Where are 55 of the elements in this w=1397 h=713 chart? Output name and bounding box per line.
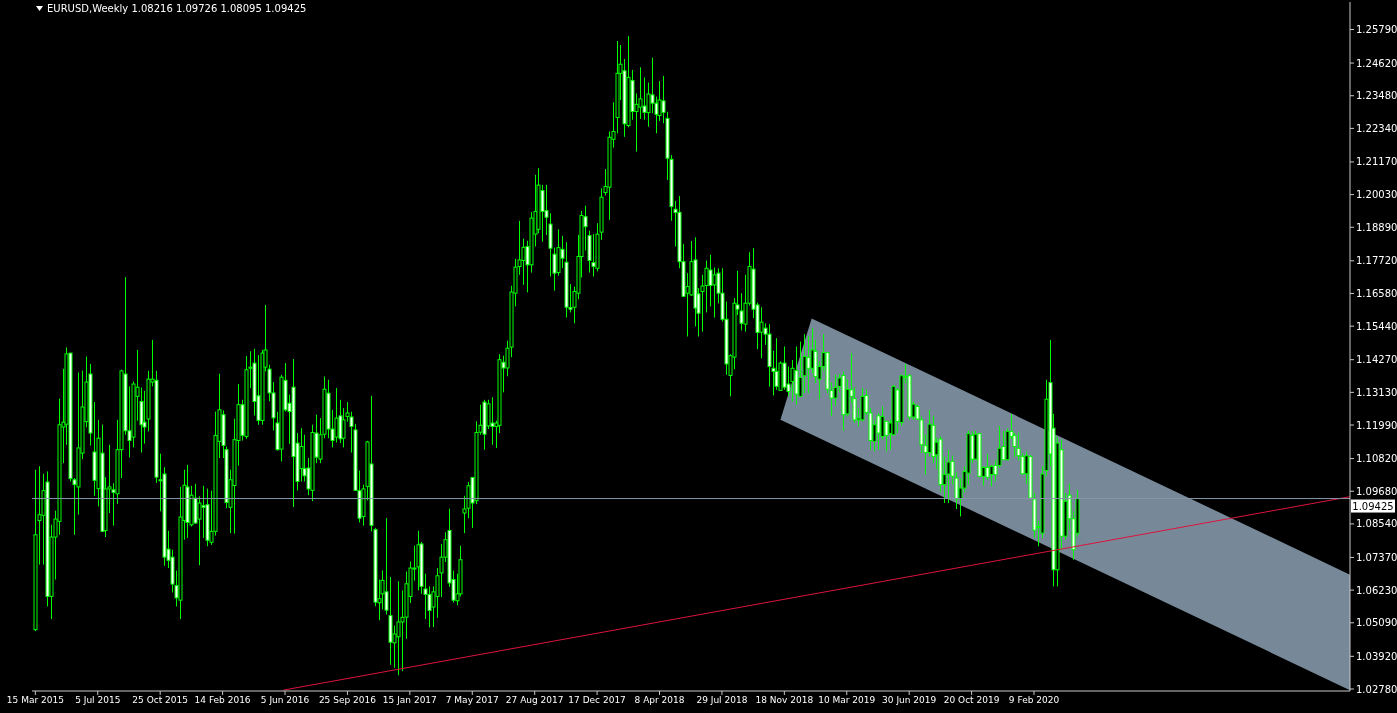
x-tick-label: 15 Jan 2017 [382,695,437,706]
candlestick [806,335,811,394]
y-tick-label: 1.02780 [1356,683,1397,695]
x-tick-label: 10 Mar 2019 [818,695,876,706]
y-tick-label: 1.14270 [1356,354,1397,366]
candlestick [946,449,951,504]
y-tick-label: 1.10820 [1356,453,1397,465]
y-tick-label: 1.20030 [1356,189,1397,201]
y-tick-label: 1.15440 [1356,320,1397,332]
x-tick-label: 7 May 2017 [445,695,499,706]
y-tick-label: 1.11990 [1356,419,1397,431]
x-tick-label: 18 Nov 2018 [755,695,814,706]
x-tick-label: 20 Oct 2019 [943,695,1000,706]
x-tick-label: 5 Jul 2015 [75,695,121,706]
x-tick-label: 25 Oct 2015 [132,695,188,706]
candlestick [299,427,304,482]
candlestick [396,580,401,676]
candlestick [201,485,206,539]
y-tick-label: 1.05090 [1356,617,1397,629]
candlestick [759,306,764,359]
x-tick-label: 29 Jul 2018 [696,695,748,706]
y-tick-label: 1.18890 [1356,221,1397,233]
x-tick-label: 17 Dec 2017 [568,695,626,706]
x-tick-label: 27 Aug 2017 [505,695,564,706]
y-tick-label: 1.21170 [1356,156,1397,168]
y-tick-label: 1.13130 [1356,386,1397,398]
candlestick [712,266,717,319]
candlestick [884,420,889,452]
y-tick-label: 1.09680 [1356,485,1397,497]
x-tick-label: 25 Sep 2016 [318,695,377,706]
y-tick-label: 1.16580 [1356,288,1397,300]
x-tick-label: 9 Feb 2020 [1008,695,1060,706]
y-tick-label: 1.17720 [1356,255,1397,267]
candlestick [540,184,545,243]
y-tick-label: 1.08540 [1356,518,1397,530]
candlestick [802,333,807,394]
candlestick [591,233,596,278]
x-tick-label: 14 Feb 2016 [194,695,251,706]
candlestick [334,387,339,444]
x-tick-label: 8 Apr 2018 [634,695,685,706]
x-tick-label: 5 Jun 2016 [260,695,310,706]
candlestick [794,346,799,406]
y-tick-label: 1.25790 [1356,24,1397,36]
ref-line-label: 1.09425 [1352,500,1394,512]
y-tick-label: 1.07370 [1356,551,1397,563]
y-tick-label: 1.22340 [1356,122,1397,134]
candlestick [490,396,495,446]
y-tick-label: 1.06230 [1356,584,1397,596]
y-tick-label: 1.23480 [1356,90,1397,102]
y-tick-label: 1.24620 [1356,57,1397,69]
chart-title: EURUSD,Weekly 1.08216 1.09726 1.08095 1.09425 [47,3,307,14]
candlestick [860,387,865,422]
x-tick-label: 30 Jun 2019 [882,695,937,706]
y-tick-label: 1.03920 [1356,650,1397,662]
x-tick-label: 15 Mar 2015 [6,695,64,706]
